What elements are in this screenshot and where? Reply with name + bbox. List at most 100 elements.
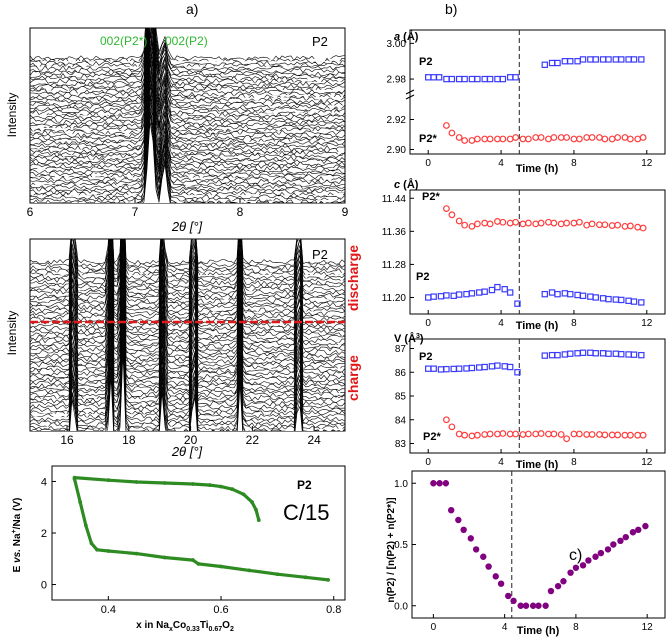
xrd-scan-trace [30,28,345,79]
xrd-scan-trace [30,28,345,126]
axis-break-mark [405,89,415,95]
xrd-scan-trace [30,78,345,180]
marker-P2 [455,365,463,372]
xrd-scan-trace [30,28,345,62]
voltage-charge-point [190,482,195,486]
xrd-scan-trace [143,121,171,203]
voltage-y-tick-label: 0 [41,580,47,592]
marker-P2 [630,298,638,305]
marker-P2* [639,134,647,141]
marker-P2* [563,219,571,227]
marker-P2* [448,423,456,431]
marker-P2* [448,129,456,137]
xrd-full-ylabel: Intensity [5,311,19,356]
voltage-charge-point [254,507,258,512]
xrd-scan-trace [30,58,345,164]
lattice-a-xlabel: Time (h) [516,163,559,175]
marker-P2 [567,58,574,65]
xrd-scan-trace [30,46,345,151]
xrd-full-title: P2 [312,247,328,262]
voltage-discharge-point [190,558,195,562]
marker-P2* [455,134,463,141]
xrd-scan-trace [30,28,345,121]
voltage-charge-point [162,481,167,485]
marker-fraction [585,557,592,564]
marker-P2 [541,61,548,68]
cell-volume-ylabel: V (Å3) [394,332,424,345]
marker-P2* [461,431,469,439]
xrd-scan-trace [30,28,345,123]
y-tick-label: 11.28 [382,260,407,271]
y-tick-label: 87 [395,344,407,355]
marker-fraction [480,553,487,560]
voltage-discharge-point [326,578,330,582]
marker-P2* [537,219,545,227]
xrd-zoom-x-tick-label: 7 [132,205,139,219]
lattice-a-ylabel: a (Å) [394,30,419,43]
xrd-scan-trace [30,28,345,82]
time-x-tick-label: 0 [425,318,431,329]
voltage-discharge-point [275,572,280,577]
xrd-scan-trace [30,48,345,154]
time-x-tick-label: 8 [571,318,577,329]
marker-P2 [430,293,437,300]
marker-fraction [522,602,530,609]
peak-label-p2star: 002(P2*) [100,34,147,48]
marker-P2 [481,288,488,295]
xrd-scan-trace [30,28,345,133]
marker-P2 [605,56,612,63]
cell-volume-panel: 0 4 8 12 83 84 85 86 87 V (Å3) P2 P2* Time (h) [394,332,666,471]
xrd-full-x-tick-label: 24 [307,433,321,447]
xrd-scan-trace [30,28,345,128]
xrd-scan-trace [30,28,345,85]
marker-P2 [618,351,625,358]
marker-fraction [635,526,642,533]
xrd-scan-trace [30,74,345,175]
marker-P2* [524,430,532,438]
marker-fraction [436,480,443,487]
marker-fraction [629,529,637,536]
xrd-scan-trace [30,62,345,167]
marker-P2 [541,352,548,359]
xrd-scan-trace [30,28,345,72]
xrd-zoom-xlabel: 2θ [°] [171,219,203,234]
marker-fraction [510,597,517,605]
marker-P2 [618,296,625,304]
voltage-x-tick-label: 0.4 [101,604,116,616]
marker-fraction [617,537,624,545]
marker-P2* [486,430,494,438]
marker-P2 [481,363,488,371]
xrd-scan-trace [30,28,345,100]
panel-label-b: b) [445,1,457,17]
marker-P2 [494,362,501,369]
marker-fraction [505,592,512,600]
lattice-c-label-p2: P2 [416,271,429,283]
marker-P2 [605,295,612,303]
xrd-scan-trace [30,28,345,118]
time-x-tick-label: 0 [431,622,437,633]
y-tick-label: 0.5 [394,540,408,551]
cell-volume-label-p2: P2 [419,351,432,363]
voltage-xlabel: x in NaxCo0.33Ti0.67O2 [136,620,234,633]
marker-P2 [592,56,599,63]
time-x-tick-label: 8 [571,158,577,169]
time-x-tick-label: 8 [571,457,577,468]
marker-P2 [501,286,508,293]
marker-P2 [455,291,463,298]
xrd-full-x-tick-label: 22 [246,433,260,447]
marker-P2 [474,75,481,83]
marker-P2 [567,350,574,357]
marker-P2* [524,219,532,227]
voltage-title: P2 [297,478,312,492]
marker-fraction [604,546,612,553]
time-x-tick-label: 4 [498,457,504,468]
plot-frame [409,29,666,155]
xrd-scan-trace [30,28,345,97]
marker-fraction [597,549,605,557]
xrd-zoom-x-tick-label: 9 [342,205,349,219]
lattice-a-label-p2star: P2* [419,133,437,145]
marker-P2 [506,363,514,371]
y-tick-label: 83 [395,439,407,450]
marker-P2* [563,435,571,443]
